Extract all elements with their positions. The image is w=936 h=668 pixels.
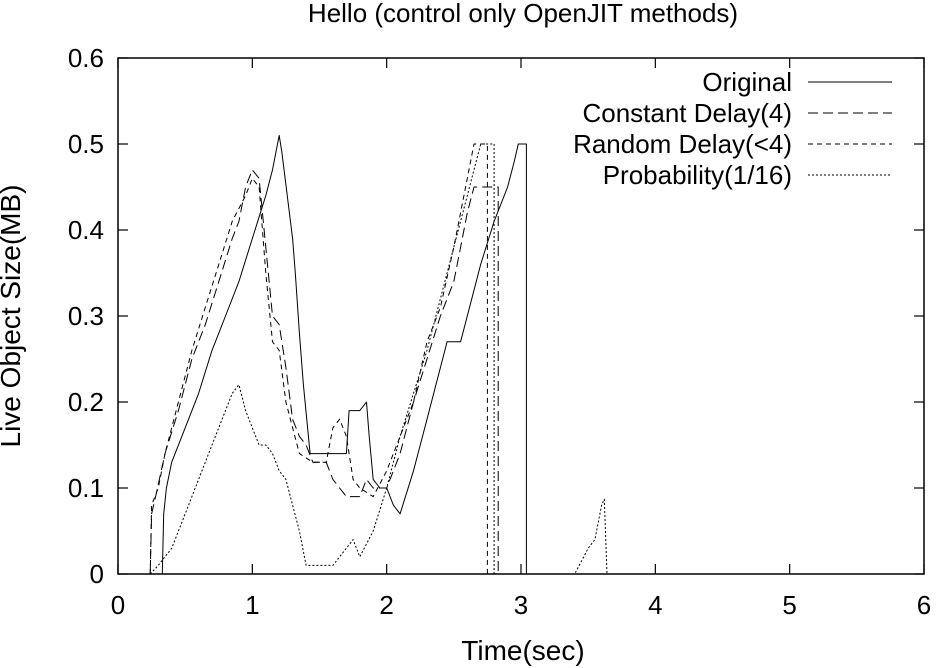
legend-label-1: Original [702,67,792,97]
axis-ticks: 0 1 2 3 4 5 6 0 0.1 0.2 0.3 0.4 0.5 0.6 [68,43,931,620]
y-tick-label: 0.2 [68,387,104,417]
x-tick-label: 6 [917,590,931,620]
y-tick-label: 0.6 [68,43,104,73]
x-tick-label: 0 [111,590,125,620]
y-tick-label: 0.1 [68,473,104,503]
legend-label-2: Constant Delay(4) [582,98,792,128]
y-tick-label: 0.5 [68,129,104,159]
y-tick-label: 0.4 [68,215,104,245]
series-group [149,134,924,575]
x-axis-label: Time(sec) [461,635,584,666]
chart-title: Hello (control only OpenJIT methods) [308,0,738,28]
series-line-2 [149,169,924,575]
y-axis-label: Live Object Size(MB) [0,185,26,448]
x-tick-label: 4 [648,590,662,620]
x-tick-label: 2 [379,590,393,620]
legend-label-3: Random Delay(<4) [573,129,792,159]
y-tick-label: 0 [90,559,104,589]
x-tick-label: 5 [782,590,796,620]
series-line-4 [149,143,924,575]
x-tick-label: 1 [245,590,259,620]
series-line-3 [149,143,924,575]
y-tick-label: 0.3 [68,301,104,331]
series-line-1 [152,134,924,575]
x-tick-label: 3 [514,590,528,620]
legend-label-4: Probability(1/16) [603,160,792,190]
plot-frame [117,57,925,575]
